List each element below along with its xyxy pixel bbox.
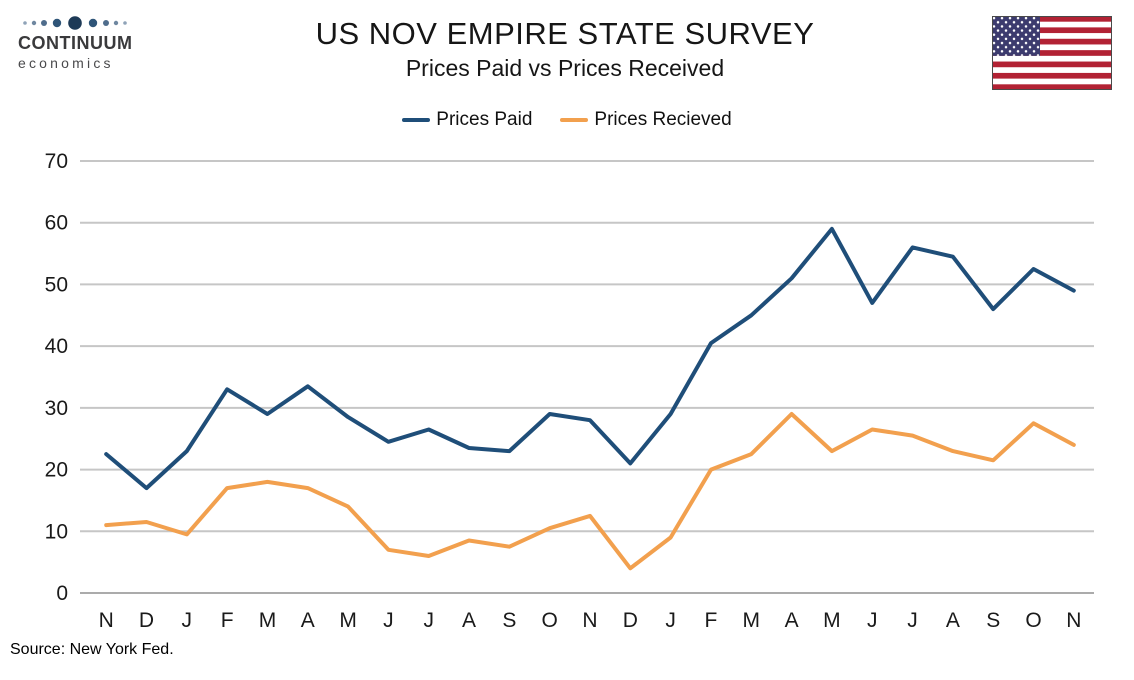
x-tick-label: J bbox=[665, 609, 676, 632]
x-tick-label: O bbox=[542, 609, 558, 632]
x-tick-label: J bbox=[383, 609, 394, 632]
header: CONTINUUM economics US NOV EMPIRE STATE … bbox=[0, 0, 1134, 95]
y-tick-label: 70 bbox=[45, 150, 68, 173]
x-tick-label: F bbox=[221, 609, 234, 632]
x-tick-label: N bbox=[1066, 609, 1081, 632]
continuum-logo: CONTINUUM economics bbox=[18, 12, 148, 72]
chart-legend: Prices Paid Prices Recieved bbox=[0, 107, 1134, 133]
x-tick-label: D bbox=[623, 609, 638, 632]
chart-subtitle: Prices Paid vs Prices Received bbox=[188, 55, 942, 82]
legend-item-prices-paid: Prices Paid bbox=[402, 109, 532, 131]
legend-swatch-prices-recieved bbox=[560, 118, 588, 122]
x-tick-label: N bbox=[582, 609, 597, 632]
y-tick-label: 10 bbox=[45, 520, 68, 543]
x-tick-label: N bbox=[99, 609, 114, 632]
series-line-prices-paid bbox=[106, 229, 1074, 488]
y-tick-label: 20 bbox=[45, 459, 68, 482]
source-note: Source: New York Fed. bbox=[0, 637, 1134, 659]
line-chart: 0 10 20 30 40 50 60 70 N D J F M A M J J A S O N D J F M A M J J A S O N bbox=[0, 135, 1134, 637]
x-tick-label: F bbox=[705, 609, 718, 632]
legend-swatch-prices-paid bbox=[402, 118, 430, 122]
y-tick-label: 0 bbox=[56, 582, 68, 605]
series-line-prices-recieved bbox=[106, 414, 1074, 568]
x-tick-label: A bbox=[946, 609, 960, 632]
legend-label-prices-recieved: Prices Recieved bbox=[594, 109, 731, 131]
x-tick-label: J bbox=[423, 609, 434, 632]
dots-wave-icon bbox=[20, 14, 138, 32]
x-tick-label: D bbox=[139, 609, 154, 632]
brand-subname: economics bbox=[18, 54, 148, 72]
x-tick-label: A bbox=[462, 609, 476, 632]
y-tick-label: 50 bbox=[45, 273, 68, 296]
brand-name: CONTINUUM bbox=[18, 34, 148, 54]
x-tick-label: A bbox=[785, 609, 799, 632]
x-tick-label: M bbox=[339, 609, 357, 632]
x-tick-label: S bbox=[502, 609, 516, 632]
x-tick-label: J bbox=[907, 609, 918, 632]
chart-title: US NOV EMPIRE STATE SURVEY bbox=[188, 16, 942, 52]
x-tick-label: M bbox=[743, 609, 761, 632]
y-tick-label: 40 bbox=[45, 335, 68, 358]
flag-wrap bbox=[992, 12, 1112, 95]
y-tick-label: 30 bbox=[45, 397, 68, 420]
y-tick-label: 60 bbox=[45, 212, 68, 235]
legend-label-prices-paid: Prices Paid bbox=[436, 109, 532, 131]
x-tick-label: M bbox=[823, 609, 841, 632]
x-tick-label: O bbox=[1025, 609, 1041, 632]
x-tick-label: S bbox=[986, 609, 1000, 632]
titles: US NOV EMPIRE STATE SURVEY Prices Paid v… bbox=[188, 12, 942, 82]
legend-item-prices-recieved: Prices Recieved bbox=[560, 109, 731, 131]
x-tick-label: A bbox=[301, 609, 315, 632]
x-tick-label: M bbox=[259, 609, 277, 632]
x-tick-label: J bbox=[867, 609, 878, 632]
x-tick-label: J bbox=[182, 609, 193, 632]
us-flag-icon bbox=[992, 16, 1112, 90]
